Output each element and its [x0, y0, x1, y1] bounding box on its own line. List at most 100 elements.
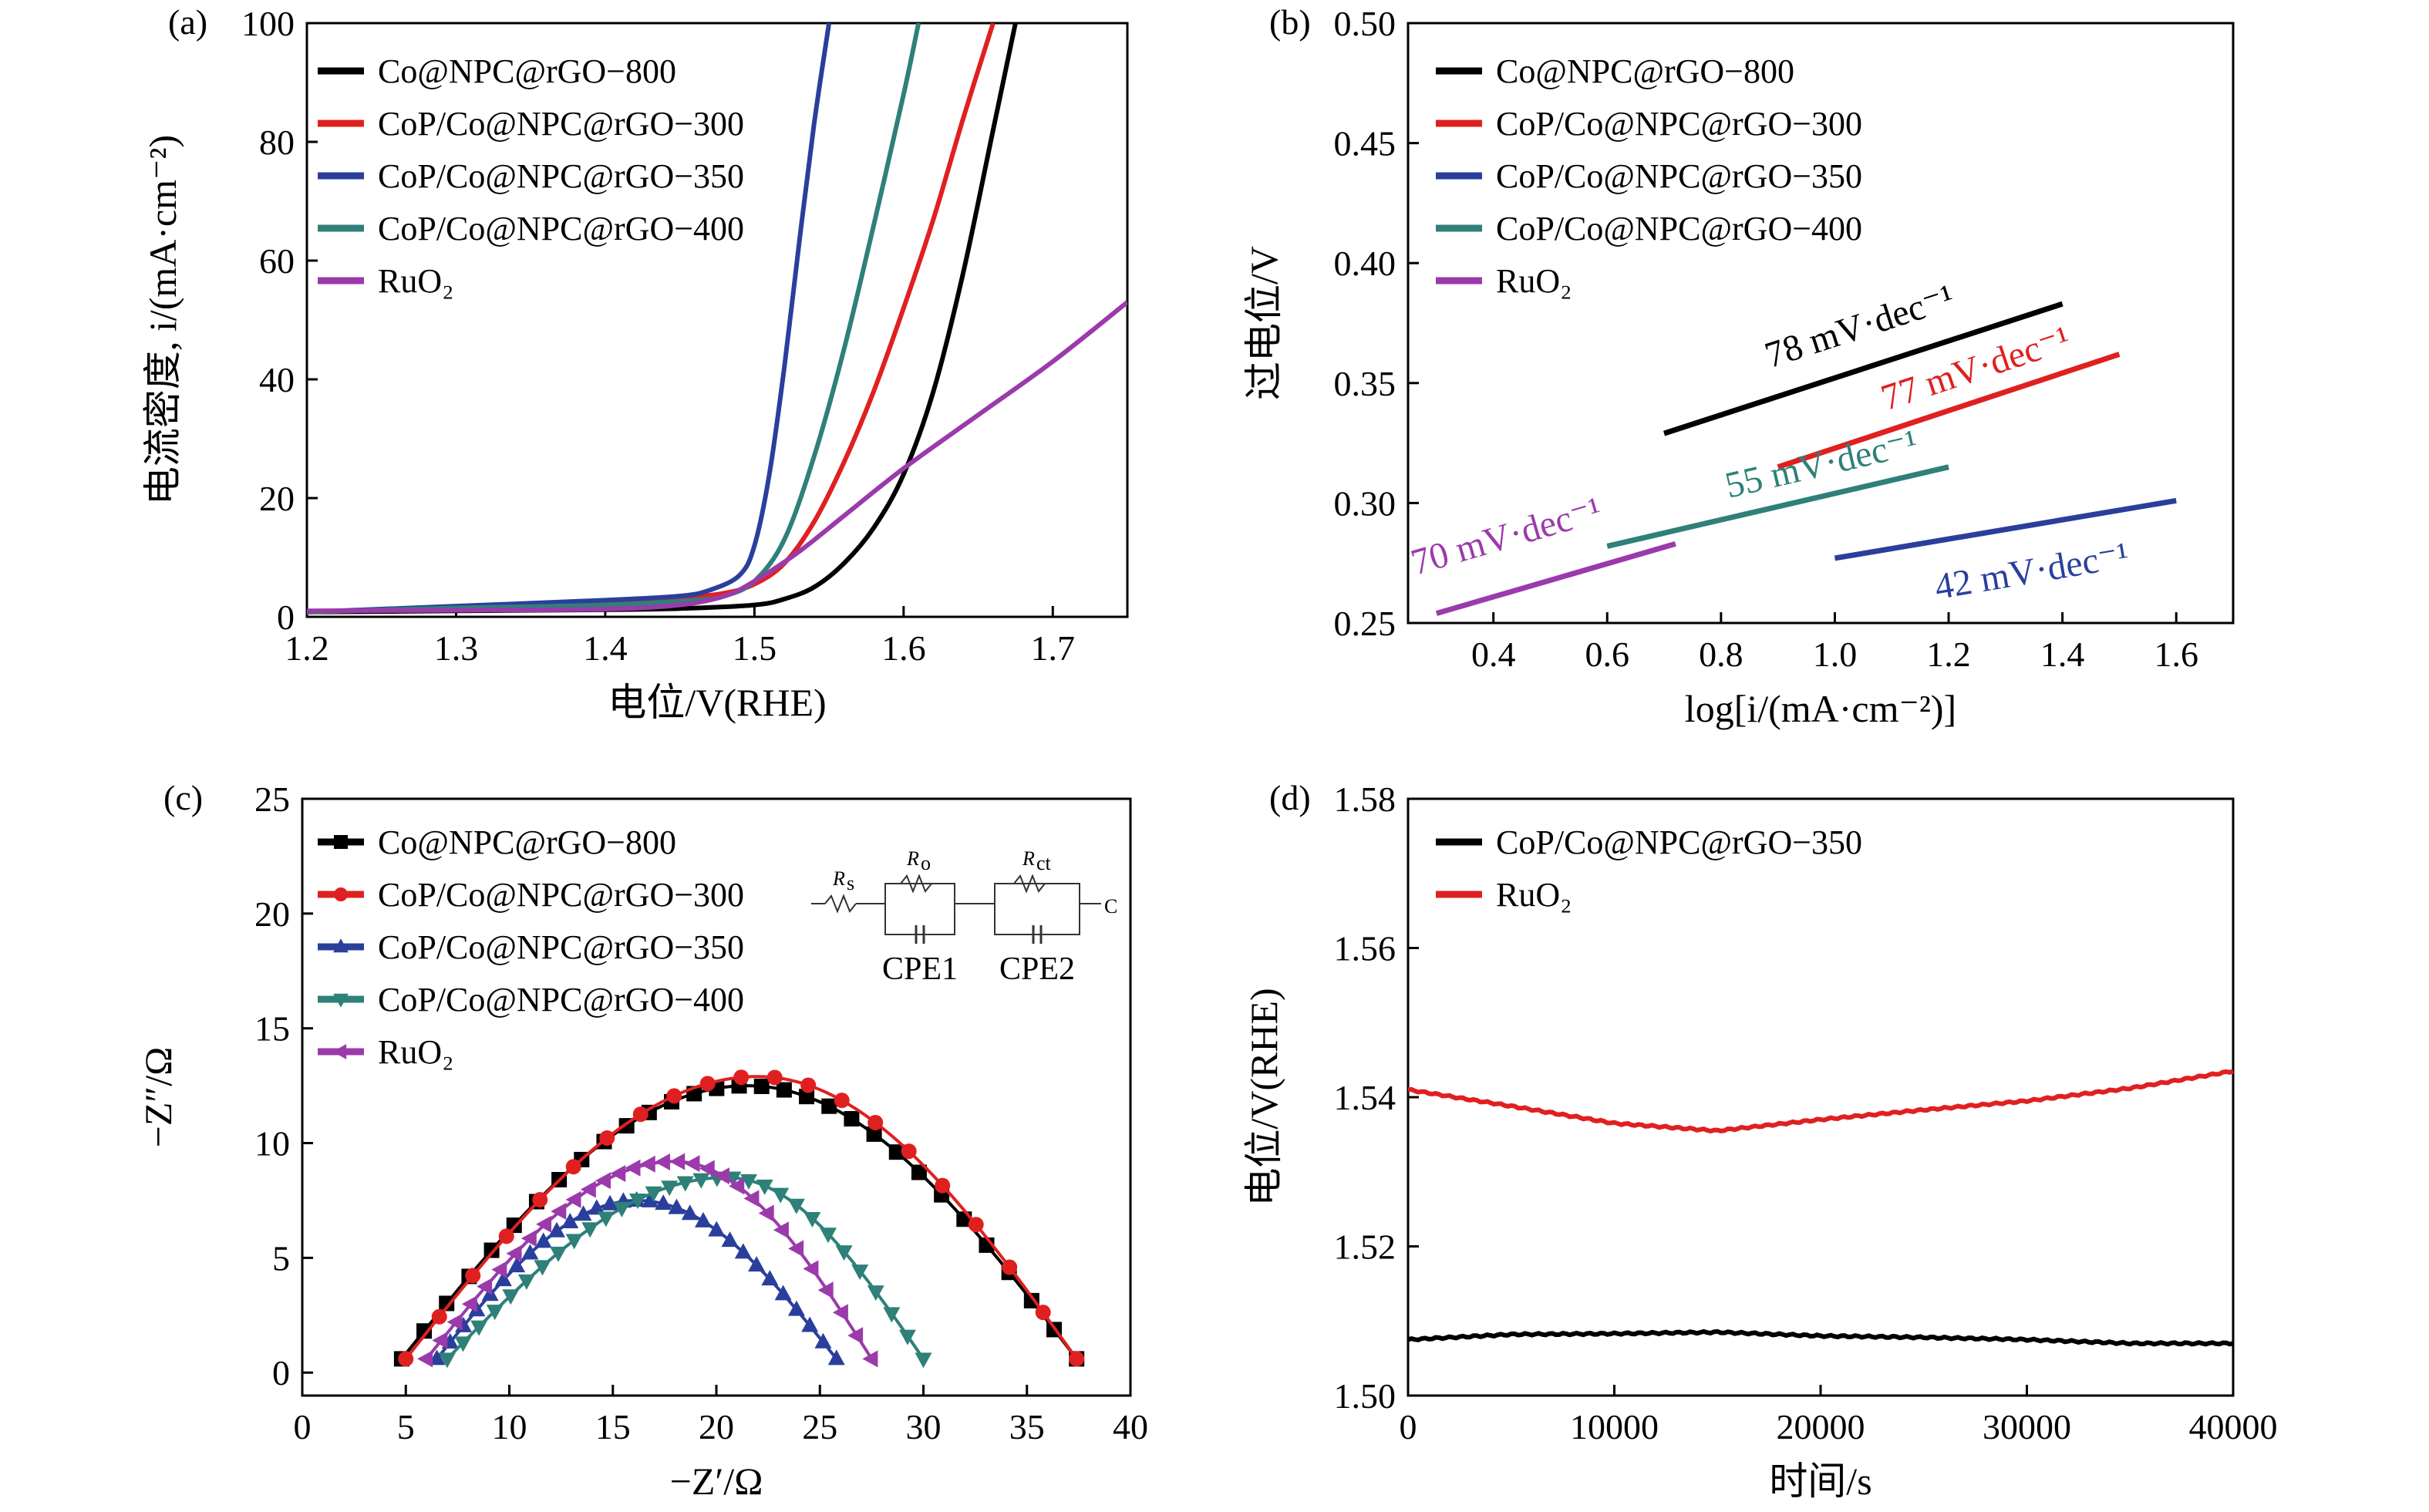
x-tick-label: 5 — [397, 1407, 415, 1446]
y-tick-label: 0.30 — [1334, 483, 1396, 523]
data-point — [753, 1078, 770, 1094]
y-tick-label: 1.52 — [1334, 1227, 1396, 1267]
x-tick-label: 15 — [595, 1407, 631, 1446]
x-tick-label: 1.4 — [583, 628, 628, 668]
data-point — [844, 1111, 860, 1127]
data-point — [632, 1106, 649, 1123]
series-line — [307, 300, 1127, 614]
legend-label: RuO₂ — [1496, 262, 1572, 300]
y-tick-label: 0.25 — [1334, 604, 1396, 643]
data-point — [692, 1173, 710, 1189]
legend-label: CoP/Co@NPC@rGO−300 — [378, 876, 744, 914]
data-point — [699, 1076, 716, 1092]
legend-label: CoP/Co@NPC@rGO−400 — [1496, 210, 1862, 248]
legend-label: Co@NPC@rGO−800 — [378, 823, 676, 861]
data-point — [565, 1234, 583, 1250]
x-tick-label: 40 — [1113, 1407, 1148, 1446]
data-point — [641, 1191, 659, 1207]
x-tick-label: 30 — [906, 1407, 942, 1446]
data-point — [431, 1308, 447, 1325]
data-point — [520, 1230, 537, 1248]
series-line — [307, 23, 832, 615]
legend-marker — [332, 1044, 347, 1059]
x-tick-label: 1.4 — [2040, 635, 2085, 674]
data-point — [734, 1243, 752, 1259]
data-point — [721, 1231, 739, 1248]
x-tick-label: 1.0 — [1813, 635, 1858, 674]
legend-label: CoP/Co@NPC@rGO−300 — [378, 105, 744, 143]
x-tick-label: 0.8 — [1699, 635, 1743, 674]
data-point — [819, 1227, 837, 1244]
x-tick-label: 10000 — [1570, 1407, 1659, 1446]
data-point — [508, 1257, 526, 1273]
data-point — [550, 1246, 568, 1262]
series-line — [1407, 1328, 2234, 1347]
data-point — [935, 1177, 951, 1194]
x-tick-label: 35 — [1009, 1407, 1045, 1446]
data-point — [898, 1329, 916, 1345]
data-point — [901, 1143, 917, 1160]
legend-label: RuO₂ — [378, 1033, 453, 1071]
y-tick-label: 1.58 — [1334, 780, 1396, 819]
cpe2-box — [994, 883, 1080, 935]
y-tick-label: 20 — [254, 894, 290, 934]
data-point — [1002, 1259, 1018, 1275]
data-point — [470, 1320, 488, 1336]
circuit-label: CPE2 — [999, 951, 1075, 987]
data-point — [521, 1244, 539, 1260]
data-point — [432, 1332, 448, 1349]
data-point — [832, 1304, 848, 1322]
y-axis-label: −Z″/Ω — [136, 1047, 180, 1148]
legend-label: RuO₂ — [378, 262, 453, 300]
data-point — [498, 1228, 514, 1244]
x-tick-label: 0 — [294, 1407, 312, 1446]
data-point — [756, 1179, 773, 1195]
circuit-label: R — [832, 867, 845, 890]
data-point — [868, 1114, 884, 1130]
data-point — [666, 1088, 682, 1104]
data-point — [491, 1261, 507, 1278]
data-point — [654, 1153, 670, 1170]
data-point — [799, 1089, 815, 1105]
circuit-label: ct — [1036, 852, 1052, 874]
data-point — [835, 1245, 853, 1261]
legend-label: CoP/Co@NPC@rGO−400 — [378, 981, 744, 1019]
data-point — [862, 1350, 878, 1368]
data-point — [758, 1204, 774, 1222]
data-point — [438, 1352, 456, 1369]
series-line — [1407, 1069, 2235, 1134]
data-point — [547, 1221, 565, 1238]
data-point — [534, 1232, 552, 1248]
legend-marker — [333, 938, 349, 953]
data-point — [834, 1093, 850, 1109]
data-point — [681, 1204, 699, 1221]
x-axis-label: −Z′/Ω — [670, 1460, 763, 1503]
legend-label: RuO₂ — [1496, 876, 1572, 914]
data-point — [773, 1221, 789, 1239]
data-point — [536, 1215, 552, 1233]
data-point — [465, 1268, 481, 1284]
data-point — [601, 1194, 619, 1211]
data-point — [655, 1194, 672, 1211]
data-point — [911, 1164, 927, 1180]
data-point — [613, 1201, 631, 1217]
data-point — [532, 1191, 548, 1207]
data-point — [506, 1244, 522, 1262]
circuit-label: s — [847, 872, 854, 894]
data-point — [803, 1212, 821, 1228]
data-point — [416, 1323, 433, 1339]
data-point — [565, 1159, 581, 1175]
data-point — [534, 1260, 551, 1276]
data-point — [699, 1160, 715, 1177]
x-tick-label: 1.2 — [1926, 635, 1971, 674]
resistor-rct — [1013, 874, 1046, 894]
circuit-label: CPE1 — [882, 951, 958, 987]
legend-label: CoP/Co@NPC@rGO−350 — [1496, 157, 1862, 195]
tafel-line — [1663, 301, 2063, 436]
data-point — [915, 1352, 932, 1369]
x-tick-label: 1.6 — [881, 628, 926, 668]
y-tick-label: 15 — [254, 1009, 290, 1049]
data-point — [477, 1278, 493, 1295]
legend-label: CoP/Co@NPC@rGO−350 — [1496, 823, 1862, 861]
